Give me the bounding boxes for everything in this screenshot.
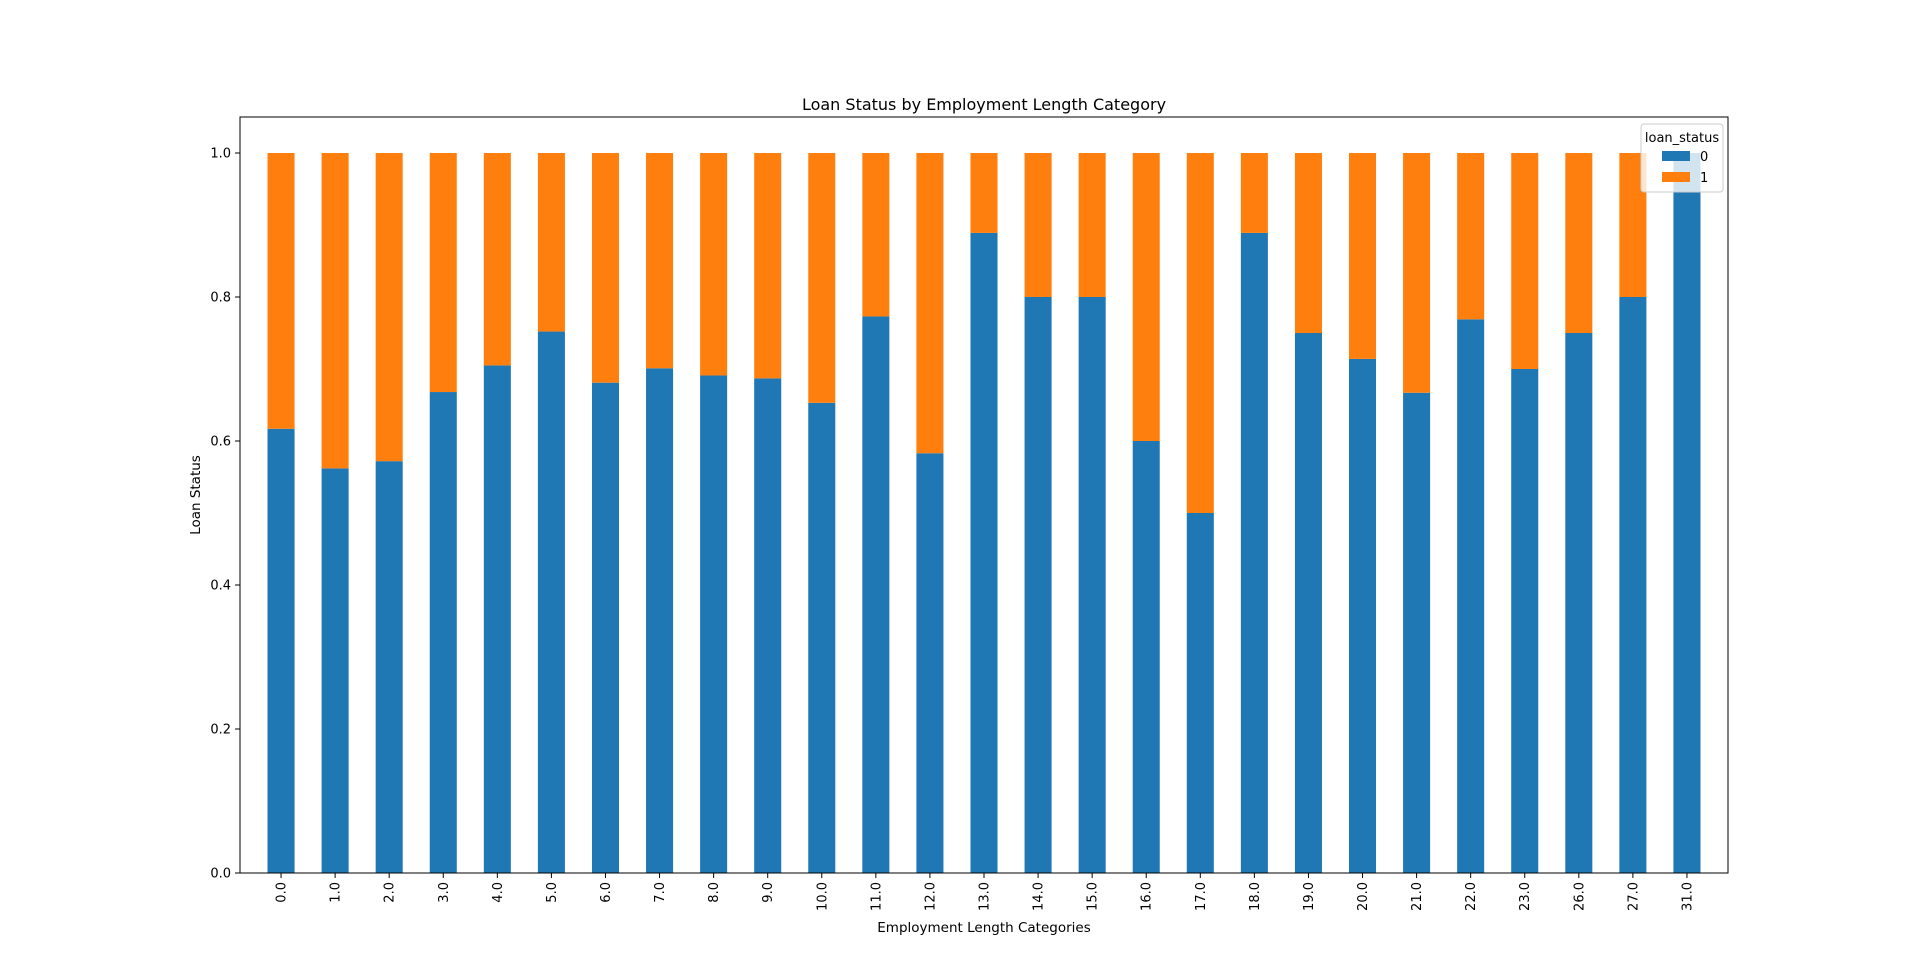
bar-series-0-7.0 — [646, 368, 674, 873]
bar-series-1-0.0 — [267, 153, 295, 429]
x-tick-label: 18.0 — [1248, 882, 1263, 911]
ticks-layer: 0.0 1.0 2.0 3.0 4.0 5.0 6.0 7.0 8.0 9.0 10.0 11.0 12… — [210, 147, 1695, 911]
bar-series-0-10.0 — [808, 402, 836, 873]
bar-series-0-26.0 — [1565, 333, 1593, 873]
bar-series-0-19.0 — [1294, 333, 1322, 873]
chart-title: Loan Status by Employment Length Categor… — [802, 95, 1166, 114]
bar-series-1-22.0 — [1457, 153, 1485, 320]
x-tick-label: 3.0 — [437, 882, 452, 903]
x-tick-label: 12.0 — [923, 882, 938, 911]
bar-series-1-12.0 — [916, 153, 944, 454]
bar-series-0-17.0 — [1186, 513, 1214, 873]
x-tick-label: 2.0 — [383, 882, 398, 903]
bar-series-0-16.0 — [1132, 441, 1160, 873]
bar-series-0-2.0 — [375, 461, 403, 873]
x-tick-label: 17.0 — [1194, 882, 1209, 911]
bar-series-1-14.0 — [1024, 153, 1052, 297]
bar-series-0-4.0 — [483, 365, 511, 873]
legend-label-0: 0 — [1700, 150, 1708, 165]
y-tick-label: 0.2 — [210, 723, 231, 738]
bar-series-0-6.0 — [591, 382, 619, 873]
legend-title: loan_status — [1645, 131, 1719, 146]
bar-series-0-20.0 — [1349, 358, 1377, 873]
bar-series-1-10.0 — [808, 153, 836, 403]
bar-series-1-19.0 — [1294, 153, 1322, 333]
x-tick-label: 5.0 — [545, 882, 560, 903]
bar-series-1-8.0 — [700, 153, 728, 376]
bar-series-1-11.0 — [862, 153, 890, 317]
bar-series-0-8.0 — [700, 375, 728, 873]
bar-series-1-5.0 — [537, 153, 565, 332]
bar-series-1-2.0 — [375, 153, 403, 462]
y-tick-label: 0.4 — [210, 579, 231, 594]
y-axis-label: Loan Status — [188, 455, 204, 535]
x-tick-label: 21.0 — [1410, 882, 1425, 911]
bar-series-0-18.0 — [1240, 232, 1268, 874]
bar-series-0-15.0 — [1078, 297, 1106, 873]
bar-series-0-5.0 — [537, 331, 565, 873]
legend-label-1: 1 — [1700, 171, 1708, 186]
bar-series-1-13.0 — [970, 153, 998, 233]
y-tick-label: 1.0 — [210, 147, 231, 162]
x-tick-label: 19.0 — [1302, 882, 1317, 911]
x-tick-label: 4.0 — [491, 882, 506, 903]
y-tick-label: 0.6 — [210, 435, 231, 450]
bar-series-0-27.0 — [1619, 297, 1647, 873]
bar-series-1-18.0 — [1240, 153, 1268, 233]
x-tick-label: 9.0 — [761, 882, 776, 903]
x-tick-label: 1.0 — [329, 882, 344, 903]
x-tick-label: 13.0 — [978, 882, 993, 911]
bar-series-1-15.0 — [1078, 153, 1106, 297]
y-tick-label: 0.8 — [210, 291, 231, 306]
bar-series-0-12.0 — [916, 453, 944, 873]
bar-series-1-20.0 — [1349, 153, 1377, 359]
bar-series-0-0.0 — [267, 428, 295, 873]
x-tick-label: 23.0 — [1518, 882, 1533, 911]
bar-series-0-9.0 — [754, 378, 782, 873]
x-tick-label: 26.0 — [1572, 882, 1587, 911]
x-tick-label: 0.0 — [275, 882, 290, 903]
legend-swatch-1 — [1662, 172, 1690, 182]
bar-series-1-9.0 — [754, 153, 782, 379]
plot-frame — [239, 116, 1729, 874]
x-tick-label: 6.0 — [599, 882, 614, 903]
x-tick-label: 14.0 — [1032, 882, 1047, 911]
bar-series-1-17.0 — [1186, 153, 1214, 513]
bar-series-0-11.0 — [862, 316, 890, 873]
bar-series-0-3.0 — [429, 392, 457, 873]
x-tick-label: 20.0 — [1356, 882, 1371, 911]
bar-series-0-22.0 — [1457, 319, 1485, 873]
x-tick-label: 27.0 — [1626, 882, 1641, 911]
bar-series-1-21.0 — [1403, 153, 1431, 393]
y-tick-label: 0.0 — [210, 867, 231, 882]
x-tick-label: 11.0 — [869, 882, 884, 911]
bar-series-0-1.0 — [321, 468, 349, 873]
x-tick-label: 16.0 — [1140, 882, 1155, 911]
bar-series-1-1.0 — [321, 153, 349, 469]
x-tick-label: 22.0 — [1464, 882, 1479, 911]
bar-series-0-21.0 — [1403, 392, 1431, 873]
bar-series-1-6.0 — [591, 153, 619, 383]
bar-series-0-23.0 — [1511, 369, 1539, 873]
x-axis-label: Employment Length Categories — [877, 920, 1090, 936]
bar-series-0-14.0 — [1024, 297, 1052, 873]
x-tick-label: 31.0 — [1680, 882, 1695, 911]
bar-series-1-4.0 — [483, 153, 511, 366]
legend-swatch-0 — [1662, 151, 1690, 161]
bar-series-1-23.0 — [1511, 153, 1539, 369]
x-tick-label: 15.0 — [1086, 882, 1101, 911]
legend: loan_status 0 1 — [1640, 123, 1724, 193]
x-tick-label: 8.0 — [707, 882, 722, 903]
bar-series-0-31.0 — [1673, 153, 1701, 873]
bar-series-1-3.0 — [429, 153, 457, 393]
x-tick-label: 7.0 — [653, 882, 668, 903]
bar-series-0-13.0 — [970, 232, 998, 874]
bar-series-1-26.0 — [1565, 153, 1593, 333]
x-tick-label: 10.0 — [815, 882, 830, 911]
bar-series-1-16.0 — [1132, 153, 1160, 441]
bar-series-1-7.0 — [646, 153, 674, 369]
bars-layer — [267, 153, 1701, 874]
